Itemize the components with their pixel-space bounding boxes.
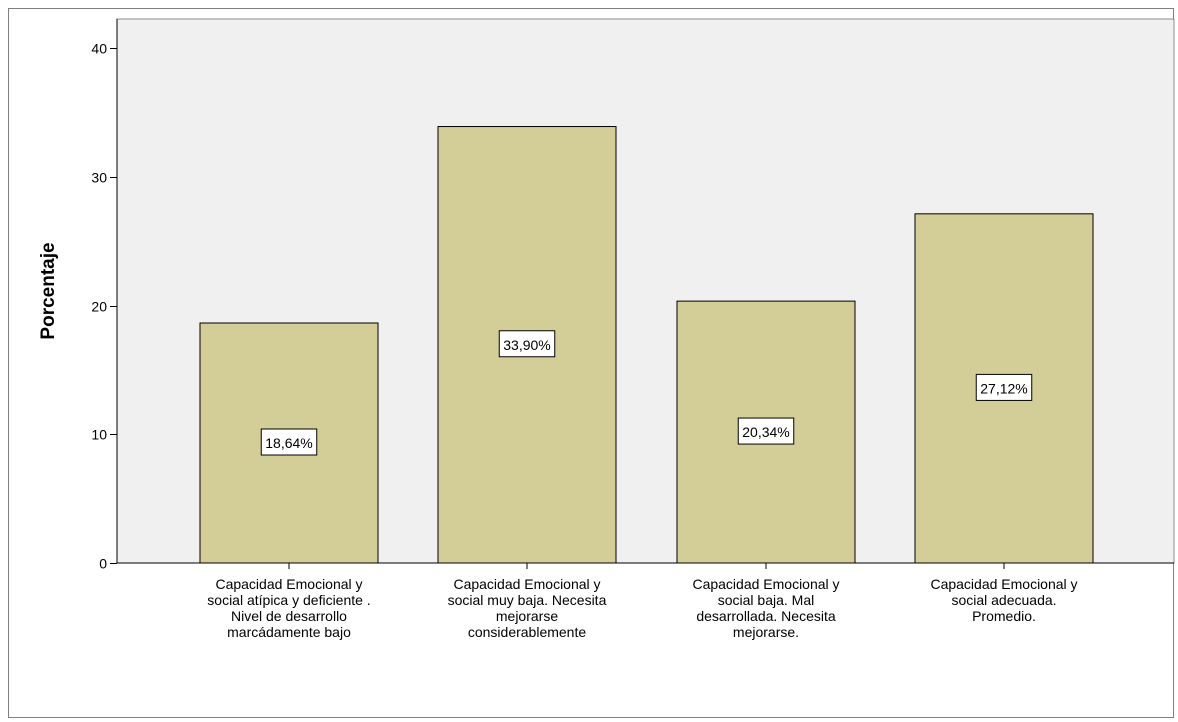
category-label: Capacidad Emocional y social adecuada. Pro… — [930, 576, 1077, 624]
data-label: 18,64% — [260, 428, 318, 456]
category-label-line: desarrollada. Necesita — [696, 608, 836, 624]
category-label-line: Capacidad Emocional y — [930, 576, 1077, 592]
category-label: Capacidad Emocional y social atípica y de… — [207, 576, 370, 640]
data-label: 27,12% — [975, 373, 1033, 401]
y-tick-label: 10 — [91, 427, 107, 443]
category-label-line: mejorarse — [496, 608, 558, 624]
y-axis-label: Porcentaje — [38, 242, 59, 339]
category-label-line: Capacidad Emocional y — [215, 576, 362, 592]
category-label: Capacidad Emocional y social muy baja. Ne… — [448, 576, 607, 640]
category-label-line: Capacidad Emocional y — [453, 576, 600, 592]
category-label-line: considerablemente — [468, 624, 587, 640]
category-label-line: mejorarse. — [733, 624, 799, 640]
data-label-text: 20,34% — [742, 424, 789, 440]
data-label-box — [737, 417, 795, 445]
y-tick-label: 20 — [91, 299, 107, 315]
category-label-line: social adecuada. — [951, 592, 1056, 608]
category-label-line: social baja. Mal — [718, 592, 815, 608]
category-label-line: Capacidad Emocional y — [692, 576, 839, 592]
data-label-box — [498, 330, 556, 358]
data-label-text: 33,90% — [503, 337, 550, 353]
data-label-text: 27,12% — [980, 380, 1027, 396]
category-label: Capacidad Emocional y social baja. Mal des… — [692, 576, 839, 640]
data-label: 33,90% — [498, 330, 556, 358]
category-label-line: marcádamente bajo — [227, 624, 351, 640]
category-label-line: social atípica y deficiente . — [207, 592, 370, 608]
data-labels: 18,64% 33,90% 20,34% 27,12% — [260, 330, 1033, 456]
data-label: 20,34% — [737, 417, 795, 445]
category-label-line: social muy baja. Necesita — [448, 592, 607, 608]
category-labels: Capacidad Emocional y social atípica y de… — [207, 576, 1077, 640]
category-label-line: Nivel de desarrollo — [231, 608, 347, 624]
category-label-line: Promedio. — [972, 608, 1036, 624]
y-tick-label: 40 — [91, 41, 107, 57]
data-label-text: 18,64% — [265, 435, 312, 451]
data-label-box — [260, 428, 318, 456]
data-label-box — [975, 373, 1033, 401]
y-tick-label: 30 — [91, 170, 107, 186]
y-tick-label: 0 — [99, 556, 107, 572]
